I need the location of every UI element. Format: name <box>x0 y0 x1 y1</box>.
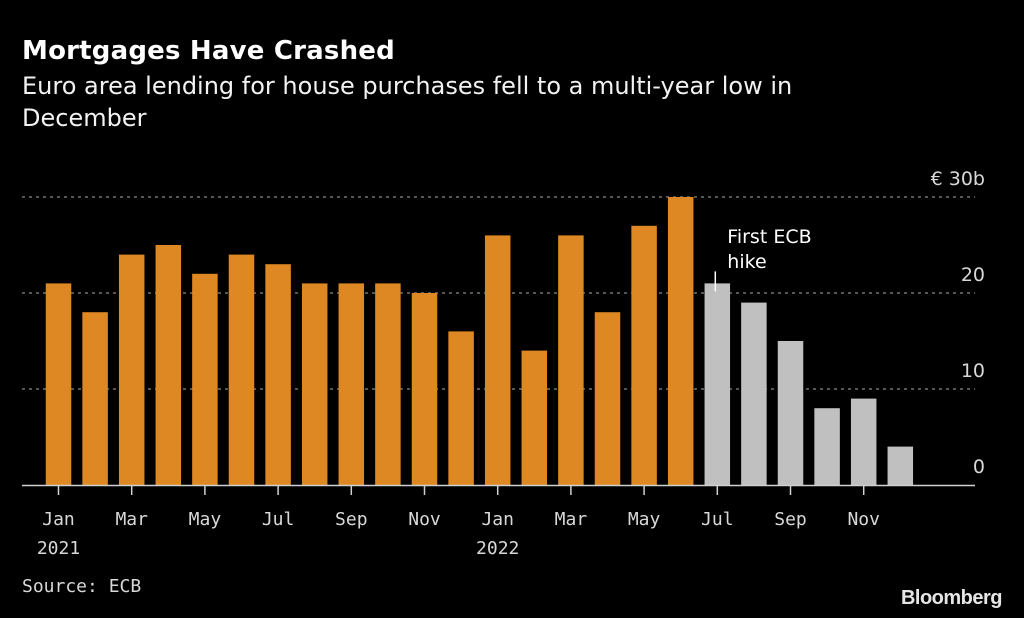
bar <box>82 312 108 485</box>
x-tick-label: Mar <box>555 509 588 530</box>
bar <box>814 408 840 485</box>
bars <box>45 197 914 486</box>
bar <box>118 254 145 485</box>
bar <box>704 283 731 485</box>
y-tick-label: € 30b <box>931 168 985 190</box>
bar <box>631 225 657 486</box>
x-tick-label: Mar <box>115 509 148 530</box>
annotation-text: hike <box>727 251 766 273</box>
y-tick-label: 10 <box>961 360 985 382</box>
x-tick-label: Sep <box>774 509 807 530</box>
x-tick-label: Sep <box>335 509 368 530</box>
y-tick-label: 0 <box>973 456 985 478</box>
bar <box>594 312 621 485</box>
bar <box>338 283 365 485</box>
bar <box>484 235 511 485</box>
bar <box>741 302 767 485</box>
bar <box>375 283 401 485</box>
bar <box>411 293 438 485</box>
bar <box>192 273 218 485</box>
bar <box>228 254 255 485</box>
x-axis: Jan 2021 Mar May Jul Sep Nov Jan 2022 Mar May Jul Se… <box>22 484 975 559</box>
x-tick-year-label: 2021 <box>37 538 80 559</box>
bar <box>45 283 72 485</box>
source-note: Source: ECB <box>22 576 142 597</box>
bar <box>850 398 877 485</box>
bar <box>301 283 328 485</box>
bar <box>521 350 548 485</box>
chart-title: Mortgages Have Crashed <box>22 36 395 66</box>
x-tick-label: Jan <box>481 509 514 530</box>
bar <box>448 331 474 485</box>
x-tick-label: May <box>628 509 661 530</box>
x-tick-label: Jan <box>42 509 75 530</box>
bar <box>777 341 804 485</box>
y-axis: 0 10 20 € 30b <box>931 168 985 478</box>
bar <box>155 245 182 485</box>
bloomberg-logo: Bloomberg <box>900 587 1003 609</box>
bar <box>558 235 584 485</box>
annotations: First ECB hike <box>714 226 812 292</box>
x-tick-year-label: 2022 <box>476 538 519 559</box>
chart-subtitle: Euro area lending for house purchases fe… <box>22 72 793 132</box>
bar <box>887 446 914 485</box>
x-tick-label: May <box>189 509 222 530</box>
bar <box>265 264 291 485</box>
y-tick-label: 20 <box>961 264 985 286</box>
x-tick-label: Nov <box>847 509 880 530</box>
bar <box>667 197 694 485</box>
annotation-text: First ECB <box>727 226 811 248</box>
x-tick-label: Jul <box>701 509 734 530</box>
x-tick-label: Jul <box>262 509 295 530</box>
x-tick-label: Nov <box>408 509 441 530</box>
